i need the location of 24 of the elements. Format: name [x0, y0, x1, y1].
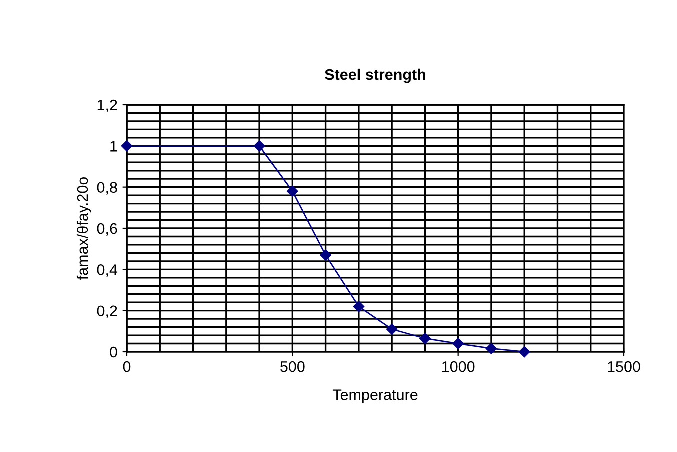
y-tick-label: 0,4	[97, 264, 118, 278]
y-tick-label: 0,8	[97, 182, 118, 195]
point	[121, 140, 133, 152]
point	[254, 140, 266, 152]
y-tick-label: 0,6	[97, 223, 118, 236]
x-tick-label: 1000	[442, 361, 475, 372]
x-tick-label: 1500	[608, 361, 640, 372]
point	[518, 346, 530, 358]
y-tick-label: 1	[110, 141, 118, 152]
point	[420, 333, 431, 344]
chart-title: Steel strength	[325, 68, 426, 84]
point	[320, 250, 332, 261]
x-tick-label: 500	[280, 361, 305, 372]
point	[386, 324, 398, 335]
point	[287, 186, 298, 198]
x-axis-title: Temperature	[332, 390, 418, 404]
point	[486, 343, 498, 354]
y-axis-title: famax/θfay.20o	[76, 177, 92, 280]
x-tick-label: 0	[123, 361, 131, 372]
y-tick-label: 0	[110, 346, 118, 358]
y-tick-label: 1,2	[98, 100, 118, 112]
point	[452, 338, 464, 350]
point	[353, 301, 365, 312]
y-tick-label: 0,2	[97, 306, 118, 318]
